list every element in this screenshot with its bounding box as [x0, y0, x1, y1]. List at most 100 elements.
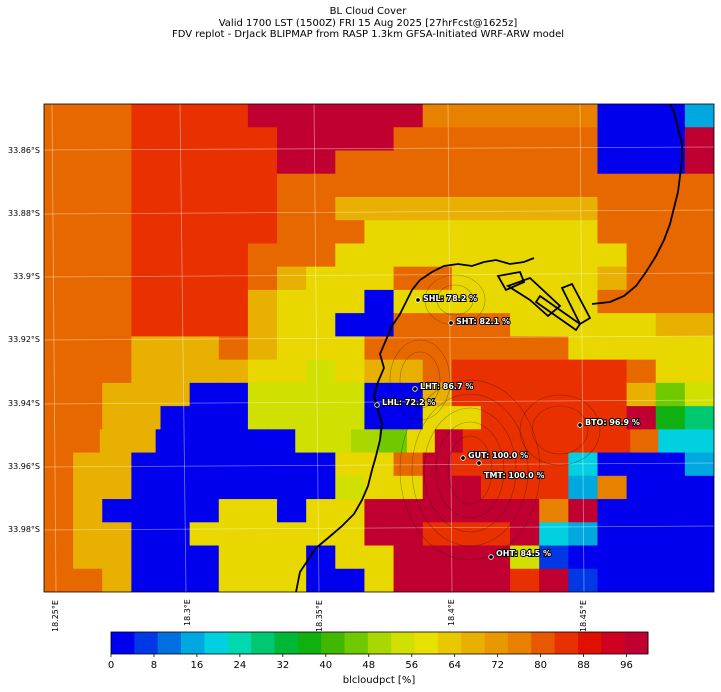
grid-cell [539, 382, 569, 407]
grid-cell [189, 196, 220, 221]
grid-cell [131, 336, 162, 361]
grid-cell [218, 173, 249, 198]
grid-cell [73, 313, 103, 337]
grid-cell [218, 220, 249, 245]
grid-cell [626, 127, 657, 152]
grid-cell [306, 336, 336, 361]
grid-cell [306, 220, 336, 245]
grid-cell [655, 243, 686, 268]
grid-cell [73, 127, 103, 152]
grid-cell [44, 266, 74, 291]
grid-cell [480, 545, 511, 570]
grid-cell [44, 359, 74, 384]
colorbar-tick-label: 72 [491, 660, 504, 671]
grid-cell [393, 266, 424, 291]
grid-cell [218, 127, 249, 152]
grid-cell [218, 150, 249, 175]
grid-cell [335, 382, 366, 407]
station-marker-lht[interactable] [412, 386, 418, 392]
grid-cell [655, 336, 686, 361]
grid-cell [626, 289, 657, 314]
grid-cell [277, 545, 307, 570]
station-marker-tmt[interactable] [476, 460, 482, 466]
graticule [44, 104, 714, 592]
grid-cell [393, 568, 424, 592]
grid-cell [422, 475, 453, 500]
grid-cell [131, 452, 162, 477]
grid-cell [306, 313, 336, 337]
grid-cell [451, 452, 482, 477]
grid-cell [510, 150, 540, 175]
station-label-sht: SHT: 82.1 % [456, 317, 510, 326]
grid-cell [44, 406, 74, 430]
station-marker-sht[interactable] [448, 320, 454, 326]
grid-cell [218, 382, 249, 407]
grid-cell [218, 359, 249, 384]
grid-cell [218, 336, 249, 361]
grid-cell [655, 173, 686, 198]
grid-cell [539, 522, 569, 547]
grid-cell [655, 545, 686, 570]
colorbar-tick-label: 16 [191, 660, 204, 671]
terrain-contours [389, 274, 601, 561]
station-marker-oht[interactable] [488, 554, 494, 560]
colorbar-segment [437, 632, 462, 654]
grid-cell [684, 313, 714, 337]
grid-cell [393, 150, 424, 175]
grid-cell [655, 568, 686, 592]
grid-cell [480, 104, 511, 128]
grid-cell [686, 429, 714, 454]
grid-cell [393, 243, 424, 268]
grid-cell [189, 499, 220, 523]
grid-cell [218, 406, 249, 430]
station-marker-shl[interactable] [415, 297, 421, 303]
grid-cell [247, 220, 278, 245]
grid-cell [277, 406, 307, 430]
grid-cell [247, 173, 278, 198]
grid-cell [597, 104, 628, 128]
grid-cell [626, 104, 657, 128]
grid-cell [684, 220, 714, 245]
grid-cell [306, 266, 336, 291]
grid-cell [451, 359, 482, 384]
grid-cell [364, 313, 395, 337]
station-marker-bto[interactable] [577, 422, 583, 428]
grid-cell [189, 127, 220, 152]
grid-cell [364, 499, 395, 523]
station-marker-gut[interactable] [460, 455, 466, 461]
grid-cell [655, 196, 686, 221]
grid-cell [422, 359, 453, 384]
grid-cell [73, 196, 103, 221]
grid-cell [626, 220, 657, 245]
grid-cell [393, 220, 424, 245]
grid-cell [364, 475, 395, 500]
grid-cell [422, 243, 453, 268]
grid-cell [364, 104, 395, 128]
grid-cell [160, 475, 191, 500]
grid-cell [684, 127, 714, 152]
grid-cell [44, 475, 74, 500]
grid-cell [655, 289, 686, 314]
grid-cell [406, 429, 436, 454]
grid-cell [597, 568, 628, 592]
grid-cell [539, 336, 569, 361]
grid-cell [189, 243, 220, 268]
grid-cell [247, 568, 278, 592]
grid-cell [684, 173, 714, 198]
lat-label: 33.92°S [8, 335, 40, 344]
grid-cell [364, 568, 395, 592]
grid-cell [127, 429, 157, 454]
grid-cell [568, 266, 599, 291]
grid-cell [626, 522, 657, 547]
grid-cell [155, 429, 185, 454]
grid-cell [160, 289, 191, 314]
grid-cell [480, 173, 511, 198]
colorbar-tick-label: 24 [234, 660, 247, 671]
grid-cell [73, 150, 103, 175]
grid-cell [546, 429, 576, 454]
grid-cell [335, 475, 366, 500]
station-marker-lhl[interactable] [374, 402, 380, 408]
grid-cell [480, 475, 511, 500]
grid-cell [189, 452, 220, 477]
station-label-oht: OHT: 84.5 % [496, 549, 551, 558]
